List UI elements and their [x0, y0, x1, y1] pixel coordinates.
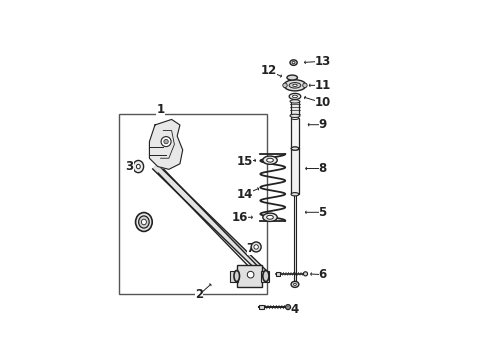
Ellipse shape: [285, 305, 290, 310]
Bar: [261, 270, 268, 282]
Ellipse shape: [266, 158, 273, 162]
Circle shape: [253, 245, 258, 249]
Ellipse shape: [135, 212, 152, 231]
Circle shape: [251, 242, 261, 252]
Ellipse shape: [290, 193, 298, 196]
Ellipse shape: [288, 82, 300, 88]
Ellipse shape: [289, 114, 299, 117]
Text: 7: 7: [246, 242, 254, 255]
Text: 5: 5: [318, 206, 326, 219]
Ellipse shape: [141, 219, 146, 225]
Ellipse shape: [288, 93, 300, 99]
Ellipse shape: [133, 161, 143, 173]
Bar: [291, 118, 298, 149]
Text: 6: 6: [318, 268, 326, 281]
Circle shape: [161, 136, 171, 147]
Text: 8: 8: [318, 162, 326, 175]
Ellipse shape: [292, 95, 297, 98]
Text: 14: 14: [236, 188, 252, 201]
Ellipse shape: [136, 164, 140, 169]
Text: 9: 9: [318, 118, 326, 131]
Polygon shape: [149, 120, 183, 169]
Bar: [275, 272, 280, 276]
Text: 16: 16: [231, 211, 247, 224]
Bar: [119, 114, 267, 294]
Text: 13: 13: [314, 55, 330, 68]
Polygon shape: [152, 164, 267, 277]
Ellipse shape: [286, 75, 297, 80]
Text: 15: 15: [236, 154, 252, 167]
Bar: [293, 194, 295, 284]
Bar: [290, 102, 299, 116]
Ellipse shape: [286, 306, 288, 308]
Circle shape: [247, 271, 253, 278]
Ellipse shape: [262, 156, 277, 164]
Bar: [229, 270, 238, 282]
Ellipse shape: [303, 272, 307, 276]
Ellipse shape: [289, 100, 299, 103]
Text: 3: 3: [125, 160, 133, 173]
Ellipse shape: [138, 216, 149, 228]
Ellipse shape: [292, 84, 297, 86]
Circle shape: [163, 139, 168, 144]
Text: 4: 4: [290, 303, 299, 316]
Bar: [236, 265, 261, 287]
Text: 1: 1: [156, 103, 164, 116]
Ellipse shape: [266, 215, 273, 219]
Ellipse shape: [289, 60, 297, 66]
Ellipse shape: [233, 270, 239, 282]
Bar: [259, 305, 264, 309]
Ellipse shape: [262, 213, 277, 221]
Text: 12: 12: [260, 64, 276, 77]
Ellipse shape: [284, 80, 305, 91]
Circle shape: [302, 83, 306, 87]
Circle shape: [282, 83, 286, 87]
Ellipse shape: [290, 281, 298, 287]
Ellipse shape: [293, 283, 296, 285]
Ellipse shape: [262, 270, 268, 282]
Ellipse shape: [290, 147, 298, 150]
Ellipse shape: [292, 62, 294, 64]
Text: 11: 11: [314, 79, 330, 92]
Text: 10: 10: [314, 96, 330, 109]
Bar: [290, 149, 298, 194]
Ellipse shape: [291, 147, 298, 150]
Text: 2: 2: [195, 288, 203, 301]
Ellipse shape: [291, 117, 298, 120]
